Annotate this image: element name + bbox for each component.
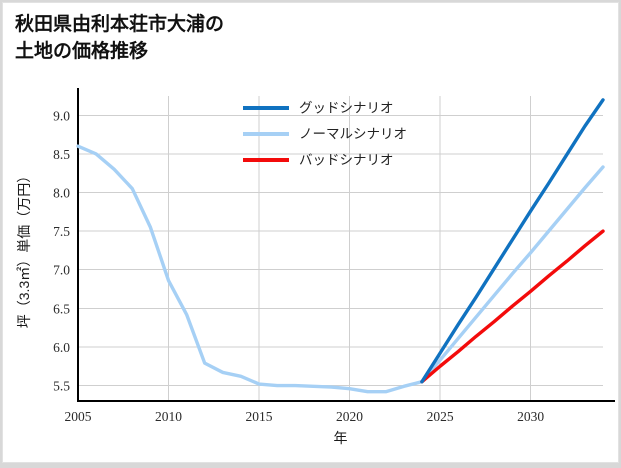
x-tick-label: 2010 bbox=[155, 409, 182, 424]
series-line-0 bbox=[420, 98, 605, 384]
page-title: 秋田県由利本荘市大浦の 土地の価格推移 bbox=[15, 14, 225, 62]
x-tick-label: 2025 bbox=[427, 409, 454, 424]
y-tick-label: 7.5 bbox=[53, 224, 70, 239]
y-tick-labels-group: 5.5 6.0 6.5 7.0 7.5 8.0 8.5 9.0 bbox=[53, 108, 70, 393]
series-group bbox=[76, 98, 605, 394]
chart-plot-area: 5.5 6.0 6.5 7.0 7.5 8.0 8.5 9.0 2005 2010 2015 202… bbox=[3, 3, 621, 468]
y-tick-label: 6.0 bbox=[53, 340, 70, 355]
legend-label-2: バッドシナリオ bbox=[299, 153, 394, 168]
y-tick-label: 9.0 bbox=[53, 108, 70, 123]
series-line-2 bbox=[420, 229, 605, 384]
y-tick-label: 8.0 bbox=[53, 186, 70, 201]
y-tick-label: 7.0 bbox=[53, 263, 70, 278]
line-chart: 5.5 6.0 6.5 7.0 7.5 8.0 8.5 9.0 2005 2010 2015 202… bbox=[16, 88, 615, 446]
gridlines-group bbox=[77, 96, 603, 401]
legend-label-1: ノーマルシナリオ bbox=[299, 127, 407, 142]
x-axis-title: 年 bbox=[334, 430, 348, 446]
x-tick-label: 2005 bbox=[65, 409, 92, 424]
y-tick-label: 5.5 bbox=[53, 379, 70, 394]
x-tick-label: 2020 bbox=[336, 409, 363, 424]
y-tick-label: 6.5 bbox=[53, 301, 70, 316]
x-tick-labels-group: 2005 2010 2015 2020 2025 2030 bbox=[65, 409, 545, 424]
y-axis-title: 坪（3.3㎡）単価（万円） bbox=[16, 169, 32, 328]
x-tick-label: 2015 bbox=[246, 409, 273, 424]
series-line-1 bbox=[76, 144, 605, 394]
axis-lines-group bbox=[76, 88, 615, 403]
y-tick-label: 8.5 bbox=[53, 147, 70, 162]
legend-label-0: グッドシナリオ bbox=[299, 101, 394, 116]
chart-card: 秋田県由利本荘市大浦の 土地の価格推移 5.5 6.0 6.5 7.0 7.5 8.0 8.… bbox=[2, 2, 619, 463]
x-tick-label: 2030 bbox=[517, 409, 544, 424]
